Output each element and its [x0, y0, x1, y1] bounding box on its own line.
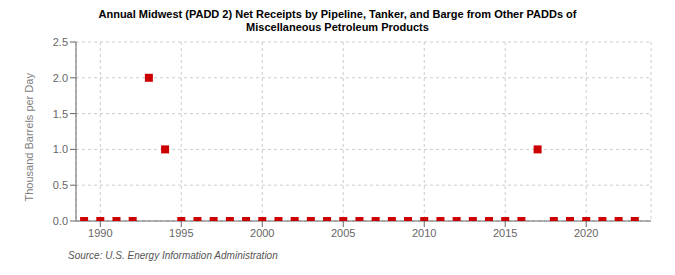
svg-text:1.0: 1.0 — [53, 143, 68, 155]
svg-text:1995: 1995 — [169, 227, 193, 239]
svg-text:1.5: 1.5 — [53, 108, 68, 120]
svg-text:2000: 2000 — [250, 227, 274, 239]
svg-text:2010: 2010 — [412, 227, 436, 239]
svg-text:2.5: 2.5 — [53, 36, 68, 48]
html-text:Source: U.S. Energy Informatio: Source: U.S. Energy Information Administ… — [68, 250, 278, 261]
svg-text:2020: 2020 — [574, 227, 598, 239]
html-text:Annual Midwest (PADD 2) Net Re: Annual Midwest (PADD 2) Net Receipts by … — [98, 8, 577, 20]
svg-text:2.0: 2.0 — [53, 72, 68, 84]
svg-text:2015: 2015 — [493, 227, 517, 239]
svg-text:1990: 1990 — [88, 227, 112, 239]
svg-text:0.0: 0.0 — [53, 215, 68, 227]
svg-text:2005: 2005 — [331, 227, 355, 239]
html-text:Miscellaneous Petroleum Produc: Miscellaneous Petroleum Products — [246, 21, 429, 33]
svg-text:Thousand Barrels per Day: Thousand Barrels per Day — [23, 73, 35, 202]
svg-text:0.5: 0.5 — [53, 179, 68, 191]
